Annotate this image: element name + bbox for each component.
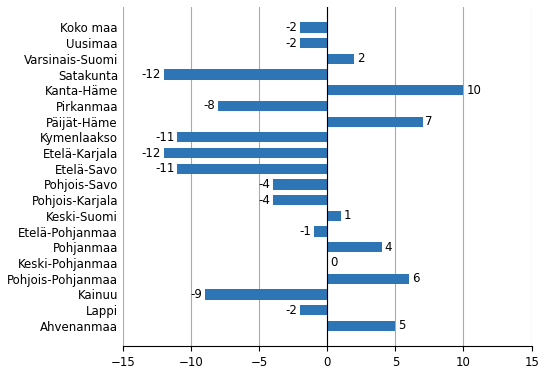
Bar [177, 164, 327, 174]
Bar [164, 70, 327, 80]
Bar [327, 211, 341, 221]
Bar [300, 305, 327, 315]
Text: -4: -4 [258, 194, 270, 207]
Bar [177, 132, 327, 143]
Bar [300, 38, 327, 48]
Text: -11: -11 [155, 131, 175, 144]
Bar [313, 226, 327, 237]
Bar [300, 22, 327, 33]
Text: -9: -9 [190, 288, 202, 301]
Bar [327, 321, 395, 331]
Text: -12: -12 [141, 68, 161, 81]
Text: -2: -2 [286, 303, 297, 317]
Bar [327, 274, 409, 284]
Bar [272, 179, 327, 190]
Bar [272, 195, 327, 205]
Text: 0: 0 [330, 256, 337, 270]
Text: -12: -12 [141, 147, 161, 159]
Text: -2: -2 [286, 37, 297, 50]
Bar [205, 289, 327, 300]
Text: 1: 1 [343, 209, 351, 222]
Text: -8: -8 [204, 100, 216, 112]
Text: 10: 10 [466, 84, 481, 97]
Text: -2: -2 [286, 21, 297, 34]
Bar [218, 101, 327, 111]
Text: 5: 5 [398, 319, 406, 332]
Bar [164, 148, 327, 158]
Text: -1: -1 [299, 225, 311, 238]
Text: 4: 4 [384, 241, 392, 254]
Bar [327, 117, 423, 127]
Text: 2: 2 [357, 52, 365, 65]
Bar [327, 85, 464, 96]
Text: 6: 6 [412, 272, 419, 285]
Text: -11: -11 [155, 162, 175, 175]
Text: 7: 7 [425, 115, 433, 128]
Bar [327, 54, 354, 64]
Bar [327, 242, 382, 252]
Text: -4: -4 [258, 178, 270, 191]
